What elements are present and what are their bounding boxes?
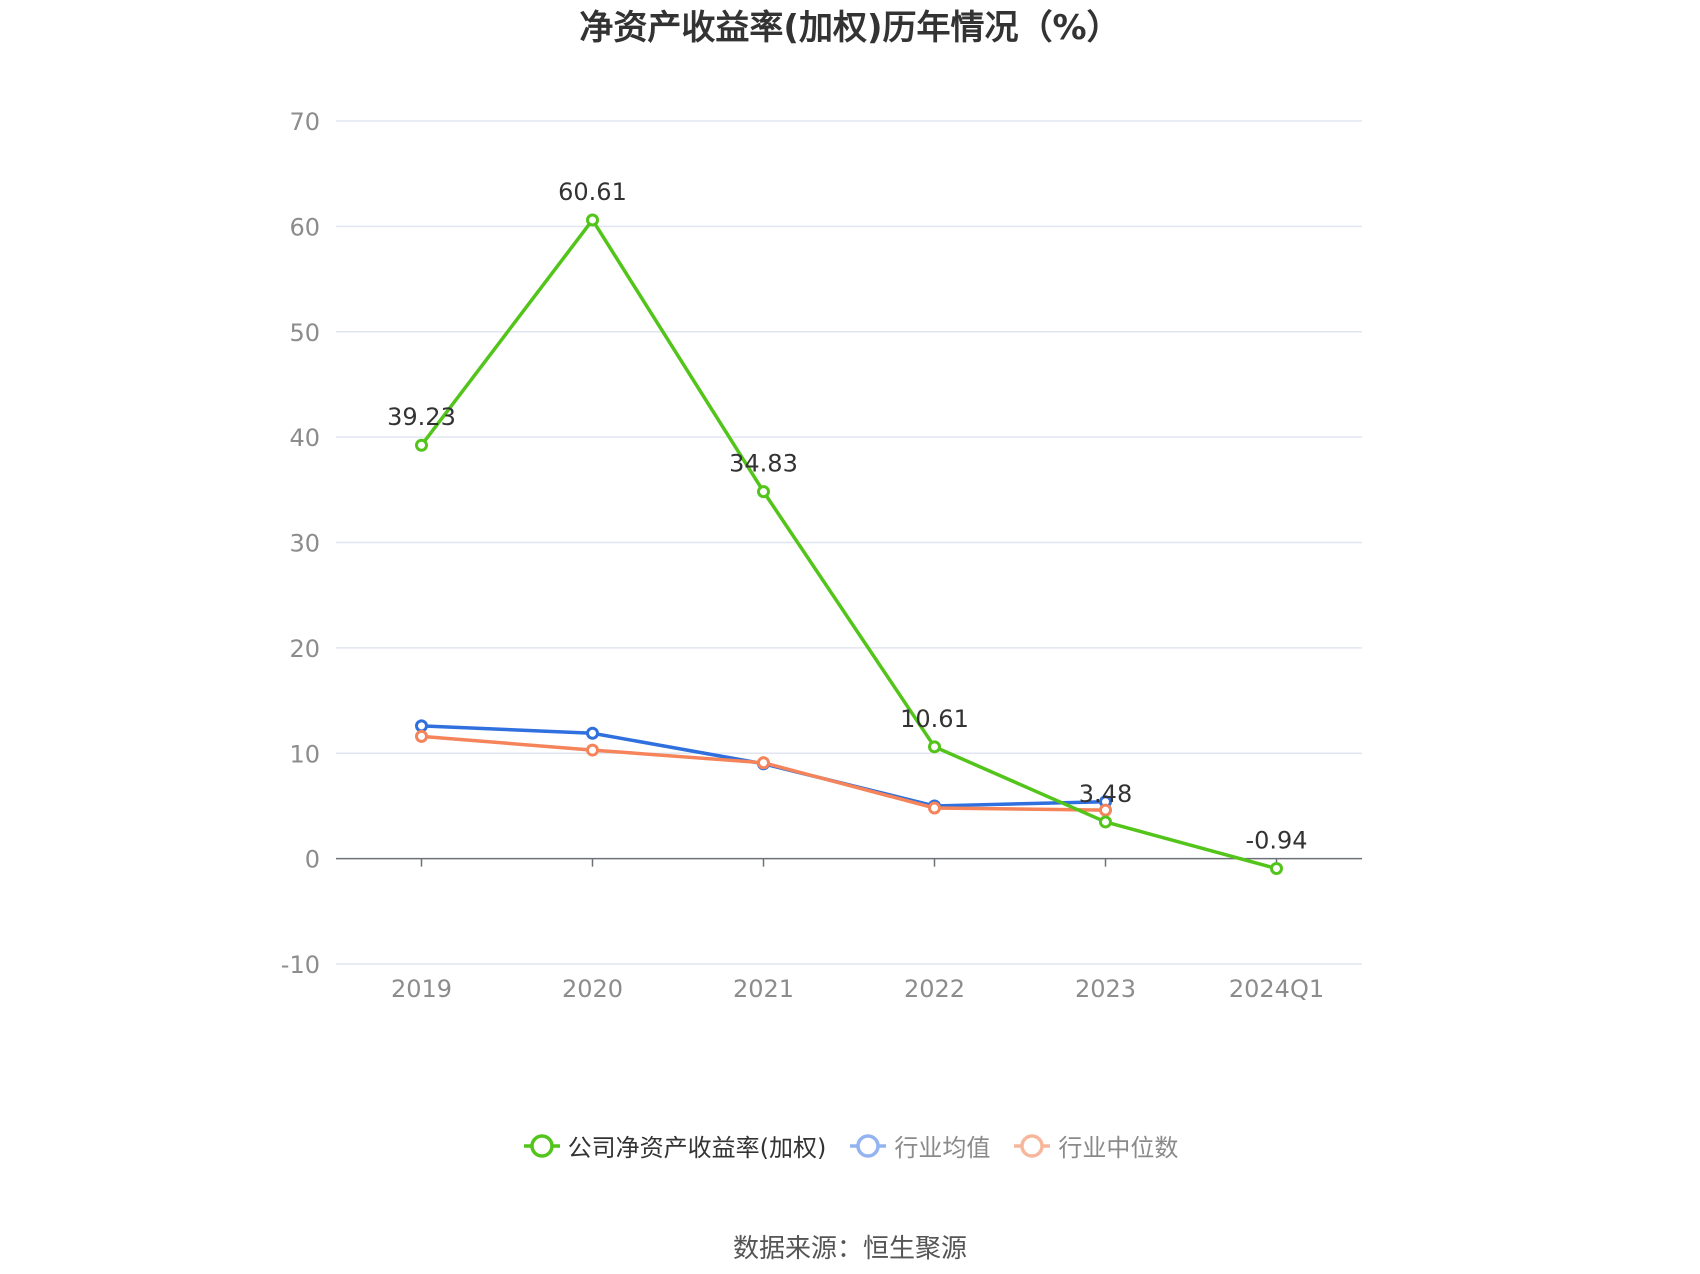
axes: -10 0 10 20 30 40 50 60 70 2019 2020 2021 2022 2023 20… — [281, 108, 1362, 1003]
data-point — [757, 485, 770, 499]
data-label: 10.61 — [900, 705, 969, 733]
data-point — [757, 756, 770, 770]
data-label: -0.94 — [1245, 827, 1307, 855]
data-label: 3.48 — [1079, 780, 1132, 808]
legend-swatch — [850, 1133, 887, 1158]
series-line — [420, 218, 1277, 871]
legend-item[interactable]: 行业均值 — [848, 1128, 990, 1163]
data-label: 34.83 — [729, 450, 798, 478]
data-point — [1099, 803, 1112, 817]
grid-lines — [336, 120, 1362, 965]
data-point — [415, 719, 428, 733]
legend-swatch — [523, 1133, 560, 1158]
data-point — [586, 743, 599, 757]
x-tick-label: 2023 — [1075, 975, 1136, 1003]
y-tick-label: 50 — [289, 319, 320, 347]
y-tick-label: 30 — [289, 530, 320, 558]
legend: 公司净资产收益率(加权) 行业均值 行业中位数 — [0, 1128, 1700, 1163]
x-tick-label: 2024Q1 — [1229, 975, 1324, 1003]
x-tick-label: 2021 — [733, 975, 794, 1003]
legend-item[interactable]: 公司净资产收益率(加权) — [522, 1128, 827, 1163]
chart-title: 净资产收益率(加权)历年情况（%） — [579, 8, 1121, 48]
data-point — [415, 729, 428, 743]
series-line — [421, 734, 1106, 812]
data-point — [1270, 862, 1283, 876]
legend-item[interactable]: 行业中位数 — [1012, 1128, 1178, 1163]
data-point — [928, 740, 941, 754]
data-point — [586, 726, 599, 740]
data-label: 39.23 — [387, 403, 456, 431]
x-tick-label: 2022 — [904, 975, 965, 1003]
y-tick-label: 20 — [289, 635, 320, 663]
legend-label: 行业中位数 — [1058, 1134, 1179, 1162]
legend-swatch — [1014, 1133, 1051, 1158]
data-point — [586, 213, 599, 227]
data-source: 数据来源：恒生聚源 — [732, 1234, 967, 1264]
x-tick-label: 2019 — [391, 975, 452, 1003]
series-lines — [415, 213, 1283, 876]
legend-label: 公司净资产收益率(加权) — [567, 1134, 827, 1162]
data-point — [1099, 815, 1112, 829]
data-point — [928, 801, 941, 815]
y-tick-label: 0 — [305, 846, 320, 874]
y-tick-label: 70 — [289, 108, 320, 136]
data-labels: 39.23 60.61 34.83 10.61 3.48 -0.94 — [387, 178, 1307, 855]
y-tick-label: -10 — [281, 951, 320, 979]
data-point — [415, 438, 428, 452]
data-label: 60.61 — [558, 178, 627, 206]
y-tick-label: 60 — [289, 213, 320, 241]
legend-label: 行业均值 — [894, 1134, 991, 1162]
y-tick-label: 10 — [289, 740, 320, 768]
y-tick-label: 40 — [289, 424, 320, 452]
x-tick-label: 2020 — [562, 975, 623, 1003]
